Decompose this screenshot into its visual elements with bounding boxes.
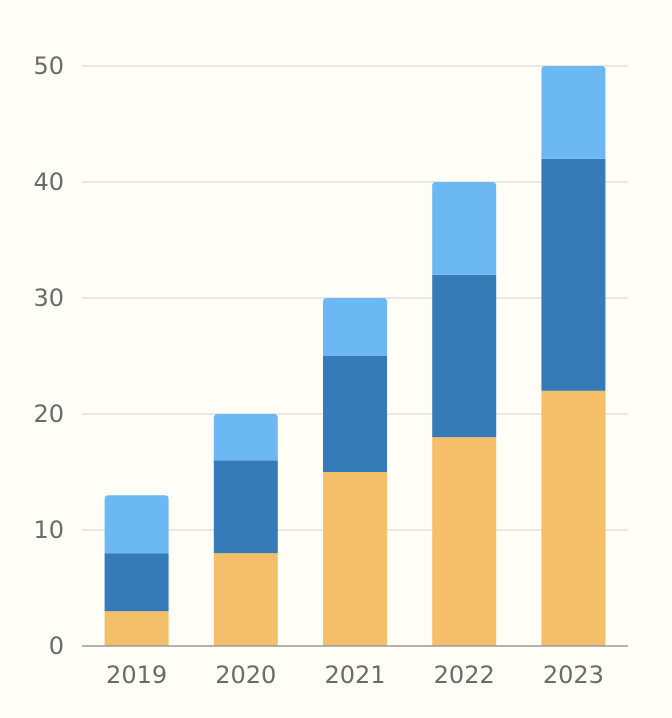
bar-segment-2022-3 xyxy=(432,182,497,275)
bar-segment-2023-3 xyxy=(541,66,606,159)
bars xyxy=(104,66,606,646)
bar-segment-2019-2 xyxy=(104,553,169,612)
bar-segment-2021-1 xyxy=(323,472,387,646)
bar-segment-2019-1 xyxy=(104,611,169,646)
bar-segment-2023-1 xyxy=(541,390,606,646)
x-tick-label: 2023 xyxy=(543,661,604,689)
y-tick-label: 30 xyxy=(33,284,64,312)
bar-segment-2020-1 xyxy=(213,553,278,646)
bar-segment-2022-2 xyxy=(432,274,497,438)
bar-segment-2021-3 xyxy=(323,298,387,356)
y-tick-label: 40 xyxy=(33,168,64,196)
y-tick-label: 50 xyxy=(33,52,64,80)
bar-segment-2023-2 xyxy=(541,158,606,391)
x-tick-label: 2020 xyxy=(215,661,276,689)
bar-segment-2019-3 xyxy=(104,495,169,554)
x-tick-label: 2022 xyxy=(434,661,495,689)
y-tick-label: 20 xyxy=(33,400,64,428)
bar-segment-2020-3 xyxy=(213,414,278,461)
bar-segment-2021-2 xyxy=(323,356,387,472)
x-tick-label: 2021 xyxy=(324,661,385,689)
bar-segment-2022-1 xyxy=(432,437,497,646)
bar-segment-2020-2 xyxy=(213,460,278,554)
y-tick-label: 0 xyxy=(49,632,64,660)
x-tick-label: 2019 xyxy=(106,661,167,689)
y-tick-label: 10 xyxy=(33,516,64,544)
tick-labels: 0 10 20 30 40 50 2019 2020 2021 2022 2023 xyxy=(33,52,603,689)
